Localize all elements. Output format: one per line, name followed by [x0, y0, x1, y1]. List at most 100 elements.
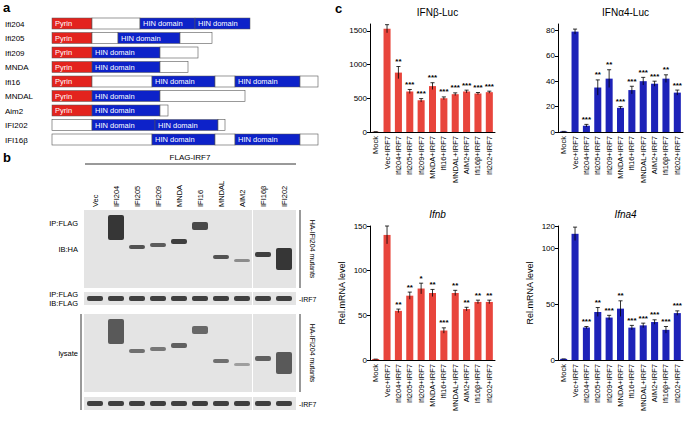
- svg-text:Ifi204+IRF7: Ifi204+IRF7: [394, 364, 403, 403]
- svg-text:***: ***: [582, 317, 592, 326]
- svg-text:***: ***: [661, 317, 671, 326]
- svg-text:Pyrin: Pyrin: [55, 77, 72, 86]
- svg-text:MNDA+IRF7: MNDA+IRF7: [428, 364, 437, 407]
- svg-text:MNDAL+IRF7: MNDAL+IRF7: [451, 364, 460, 411]
- svg-text:**: **: [395, 300, 402, 309]
- svg-text:HIN domain: HIN domain: [143, 19, 183, 28]
- svg-text:IFI205: IFI205: [133, 186, 142, 207]
- svg-text:***: ***: [639, 68, 649, 77]
- svg-text:b: b: [3, 150, 11, 165]
- svg-text:150: 150: [354, 222, 368, 231]
- svg-text:***: ***: [485, 82, 495, 91]
- svg-text:HA-IFI204 mutants: HA-IFI204 mutants: [309, 324, 316, 383]
- svg-text:***: ***: [627, 316, 637, 325]
- svg-text:1000: 1000: [349, 60, 367, 69]
- svg-text:40: 40: [546, 77, 555, 86]
- svg-text:Ifi202+IRF7: Ifi202+IRF7: [485, 364, 494, 403]
- svg-text:0: 0: [363, 128, 368, 137]
- svg-text:AIM2+IRF7: AIM2+IRF7: [462, 136, 471, 174]
- svg-text:lysate: lysate: [58, 349, 78, 358]
- svg-text:Ifi16β+IRF7: Ifi16β+IRF7: [473, 364, 482, 403]
- svg-text:Mock: Mock: [371, 364, 380, 382]
- svg-text:HIN domain: HIN domain: [95, 106, 135, 115]
- svg-text:50: 50: [358, 311, 367, 320]
- svg-text:MNDAL+IRF7: MNDAL+IRF7: [639, 136, 648, 183]
- svg-text:0: 0: [551, 356, 556, 365]
- svg-text:***: ***: [616, 97, 626, 106]
- svg-text:AIM2: AIM2: [238, 189, 247, 207]
- svg-text:**: **: [407, 283, 414, 292]
- svg-text:Mock: Mock: [559, 136, 568, 154]
- svg-text:IP:FLAG: IP:FLAG: [49, 219, 78, 228]
- svg-text:Ifi205+IRF7: Ifi205+IRF7: [593, 136, 602, 175]
- svg-text:Ifi16+IRF7: Ifi16+IRF7: [627, 364, 636, 399]
- svg-text:MNDAL: MNDAL: [217, 181, 226, 207]
- svg-text:Ifi16+IRF7: Ifi16+IRF7: [439, 136, 448, 171]
- svg-text:MNDAL: MNDAL: [5, 92, 34, 101]
- svg-text:**: **: [475, 291, 482, 300]
- svg-text:**: **: [429, 280, 436, 289]
- svg-text:HIN domain: HIN domain: [95, 121, 135, 130]
- svg-text:***: ***: [673, 81, 683, 90]
- svg-text:Ifi202+IRF7: Ifi202+IRF7: [485, 136, 494, 175]
- svg-text:IB:HA: IB:HA: [58, 245, 78, 254]
- svg-text:***: ***: [650, 310, 660, 319]
- svg-text:IFI16: IFI16: [196, 190, 205, 207]
- svg-text:HIN domain: HIN domain: [95, 92, 135, 101]
- svg-text:IFNα4-Luc: IFNα4-Luc: [602, 7, 649, 18]
- svg-text:100: 100: [354, 266, 368, 275]
- svg-text:HIN domain: HIN domain: [121, 34, 161, 43]
- svg-text:-IRF7: -IRF7: [299, 296, 317, 303]
- svg-text:-IRF7: -IRF7: [299, 401, 317, 408]
- svg-text:**: **: [486, 291, 493, 300]
- svg-text:***: ***: [473, 83, 483, 92]
- svg-text:IFNβ-Luc: IFNβ-Luc: [417, 7, 458, 18]
- svg-text:Ifi204+IRF7: Ifi204+IRF7: [394, 136, 403, 175]
- svg-text:Ifi209+IRF7: Ifi209+IRF7: [417, 364, 426, 403]
- svg-text:0: 0: [551, 128, 556, 137]
- svg-text:Ifi205+IRF7: Ifi205+IRF7: [593, 364, 602, 403]
- svg-text:a: a: [3, 0, 11, 15]
- svg-text:MNDA+IRF7: MNDA+IRF7: [616, 364, 625, 407]
- svg-text:Pyrin: Pyrin: [55, 92, 72, 101]
- svg-text:IFI202: IFI202: [280, 186, 289, 207]
- svg-text:**: **: [452, 281, 459, 290]
- svg-text:***: ***: [627, 77, 637, 86]
- svg-text:Ifi209+IRF7: Ifi209+IRF7: [417, 136, 426, 175]
- svg-text:Pyrin: Pyrin: [55, 19, 72, 28]
- svg-text:Ifnb: Ifnb: [429, 209, 446, 220]
- svg-text:HIN domain: HIN domain: [155, 77, 195, 86]
- svg-text:**: **: [395, 57, 402, 66]
- svg-text:Vec+IRF7: Vec+IRF7: [383, 364, 392, 397]
- svg-text:HIN domain: HIN domain: [238, 135, 278, 144]
- svg-text:***: ***: [405, 80, 415, 89]
- svg-text:Rel.mRNA level: Rel.mRNA level: [337, 261, 347, 324]
- svg-text:Ifi204+IRF7: Ifi204+IRF7: [582, 136, 591, 175]
- svg-text:Ifi16+IRF7: Ifi16+IRF7: [627, 136, 636, 171]
- svg-text:***: ***: [650, 72, 660, 81]
- svg-text:IFI16β: IFI16β: [259, 185, 268, 207]
- svg-text:AIM2+IRF7: AIM2+IRF7: [462, 364, 471, 402]
- svg-text:MNDA+IRF7: MNDA+IRF7: [428, 136, 437, 179]
- svg-text:60: 60: [546, 51, 555, 60]
- svg-text:50: 50: [546, 300, 555, 309]
- svg-text:IFI16β: IFI16β: [5, 136, 28, 145]
- svg-text:Vec+IRF7: Vec+IRF7: [383, 136, 392, 169]
- svg-text:Rel.mRNA level: Rel.mRNA level: [525, 261, 535, 324]
- svg-text:Ifna4: Ifna4: [614, 209, 637, 220]
- svg-text:IFI209: IFI209: [154, 186, 163, 207]
- svg-text:Vec+IRF7: Vec+IRF7: [571, 364, 580, 397]
- svg-text:Ifi204+IRF7: Ifi204+IRF7: [582, 364, 591, 403]
- svg-text:HIN domain: HIN domain: [95, 48, 135, 57]
- svg-text:Ifi16β+IRF7: Ifi16β+IRF7: [661, 136, 670, 175]
- svg-text:IFI202: IFI202: [5, 121, 28, 130]
- svg-text:*: *: [420, 274, 424, 283]
- svg-text:***: ***: [451, 83, 461, 92]
- svg-text:Pyrin: Pyrin: [55, 34, 72, 43]
- svg-text:120: 120: [542, 222, 556, 231]
- svg-text:IFI204: IFI204: [112, 186, 121, 207]
- svg-text:Ifi16+IRF7: Ifi16+IRF7: [439, 364, 448, 399]
- svg-text:MNDA: MNDA: [5, 63, 29, 72]
- svg-text:Ifi209: Ifi209: [5, 49, 25, 58]
- svg-text:Ifi16β+IRF7: Ifi16β+IRF7: [473, 136, 482, 175]
